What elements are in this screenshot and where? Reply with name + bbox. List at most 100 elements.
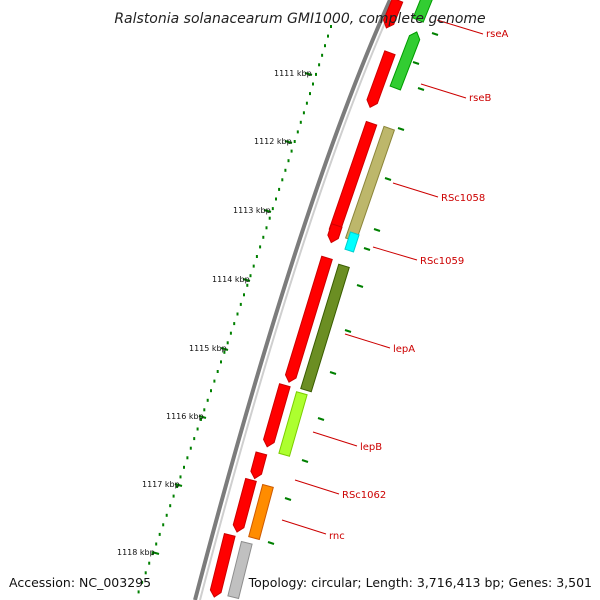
scale-dot bbox=[186, 456, 189, 460]
tick-dots-layer bbox=[137, 25, 332, 594]
scale-dot bbox=[236, 312, 239, 316]
gene-arrow[interactable] bbox=[326, 223, 343, 245]
scale-dot bbox=[220, 360, 222, 364]
scale-dot bbox=[275, 197, 277, 201]
leader-line-rsc1059 bbox=[372, 246, 418, 261]
scale-major-tick bbox=[220, 347, 229, 351]
gene-arrow[interactable] bbox=[284, 255, 333, 384]
scale-dot bbox=[296, 130, 299, 134]
gene-rseb[interactable] bbox=[389, 30, 422, 91]
tick-label: 1118 kbp bbox=[117, 548, 155, 557]
gene-arrow[interactable] bbox=[249, 451, 268, 480]
gene-label-lepa[interactable]: lepA bbox=[393, 344, 415, 355]
genome-backbone bbox=[193, 0, 392, 600]
gene-arrow[interactable] bbox=[227, 540, 253, 600]
gene-label-lepb[interactable]: lepB bbox=[360, 442, 382, 453]
gene-tick-mark bbox=[329, 371, 337, 375]
gene-label-rsc1058[interactable]: RSc1058 bbox=[441, 193, 485, 204]
gene-label-rsea[interactable]: rseA bbox=[486, 29, 508, 40]
scale-dot bbox=[223, 350, 226, 354]
gene-rnc[interactable] bbox=[248, 483, 274, 541]
scale-dot bbox=[206, 398, 209, 402]
gene-label-rsc1062[interactable]: RSc1062 bbox=[342, 490, 386, 501]
leader-line-rsea bbox=[436, 19, 484, 35]
tick-label: 1116 kbp bbox=[166, 412, 204, 421]
scale-dot bbox=[213, 379, 216, 383]
scale-major-tick bbox=[284, 140, 293, 144]
gene-rsc1059[interactable] bbox=[344, 231, 360, 253]
gene-lepa[interactable] bbox=[300, 263, 350, 393]
scale-dot bbox=[210, 389, 212, 393]
gene-arrow[interactable] bbox=[365, 50, 396, 109]
scale-dot bbox=[246, 283, 249, 287]
scale-dot bbox=[216, 370, 219, 373]
gene-lepb[interactable] bbox=[278, 391, 308, 457]
scale-major-tick bbox=[242, 278, 251, 282]
scale-dot bbox=[299, 120, 302, 124]
gene-tick-mark bbox=[284, 497, 292, 501]
scale-dot bbox=[158, 532, 161, 536]
gene-tick-mark bbox=[384, 177, 392, 181]
scale-dot bbox=[324, 44, 326, 48]
gene-tick-mark bbox=[317, 417, 325, 421]
gene-label-rnc[interactable]: rnc bbox=[329, 531, 345, 542]
gene-arrow[interactable] bbox=[209, 533, 236, 599]
tick-label: 1112 kbp bbox=[254, 137, 292, 146]
tick-label: 1111 kbp bbox=[274, 69, 312, 78]
scale-major-tick bbox=[174, 483, 183, 487]
scale-dot bbox=[155, 542, 158, 546]
gene-tick-mark bbox=[363, 247, 371, 251]
leader-line-rsc1062 bbox=[294, 479, 340, 495]
tick-label: 1117 kbp bbox=[142, 480, 180, 489]
scale-dot bbox=[144, 571, 147, 575]
gene-arrow[interactable] bbox=[232, 477, 257, 533]
scale-dot bbox=[226, 341, 229, 345]
leader-line-rseb bbox=[420, 83, 467, 99]
scale-dot bbox=[278, 187, 281, 191]
gene-tick-mark bbox=[431, 32, 439, 36]
scale-dot bbox=[148, 561, 151, 565]
leader-line-rnc bbox=[281, 519, 327, 535]
scale-dot bbox=[309, 92, 311, 96]
scale-dot bbox=[315, 72, 317, 76]
scale-dot bbox=[233, 322, 236, 326]
scale-dot bbox=[239, 302, 242, 306]
gene-rsea[interactable] bbox=[412, 0, 434, 23]
gene-arrow[interactable] bbox=[381, 0, 404, 30]
scale-dot bbox=[183, 465, 185, 469]
scale-dot bbox=[200, 417, 202, 421]
scale-dot bbox=[287, 159, 290, 163]
scale-dot bbox=[305, 101, 308, 105]
scale-dot bbox=[179, 475, 182, 479]
scale-dot bbox=[229, 331, 232, 335]
gene-tick-mark bbox=[417, 87, 425, 91]
gene-label-rseb[interactable]: rseB bbox=[469, 93, 491, 104]
scale-dot bbox=[268, 216, 271, 220]
gene-tick-mark bbox=[397, 127, 405, 131]
gene-tick-mark bbox=[344, 329, 352, 333]
tick-label: 1114 kbp bbox=[212, 275, 250, 284]
scale-major-tick bbox=[263, 209, 272, 213]
gene-tick-mark bbox=[301, 459, 309, 463]
gene-arrow[interactable] bbox=[262, 383, 291, 449]
genome-summary-text: Topology: circular; Length: 3,716,413 bp… bbox=[248, 575, 592, 590]
scale-dot bbox=[162, 523, 165, 527]
scale-dot bbox=[141, 580, 144, 584]
gene-label-rsc1059[interactable]: RSc1059 bbox=[420, 256, 464, 267]
scale-dot bbox=[203, 408, 206, 412]
scale-dot bbox=[137, 590, 140, 594]
leader-line-lepa bbox=[344, 333, 391, 349]
map-title: Ralstonia solanacearum GMI1000, complete… bbox=[114, 11, 485, 27]
scale-dot bbox=[271, 207, 274, 211]
scale-dot bbox=[284, 168, 287, 172]
scale-dot bbox=[243, 293, 245, 297]
scale-dot bbox=[312, 82, 314, 86]
scale-dot bbox=[172, 494, 175, 498]
scale-dot bbox=[330, 25, 332, 28]
scale-dot bbox=[165, 513, 168, 517]
scale-dot bbox=[259, 245, 262, 249]
scale-dot bbox=[169, 504, 172, 508]
scale-dot bbox=[321, 53, 324, 57]
scale-dot bbox=[262, 235, 265, 239]
